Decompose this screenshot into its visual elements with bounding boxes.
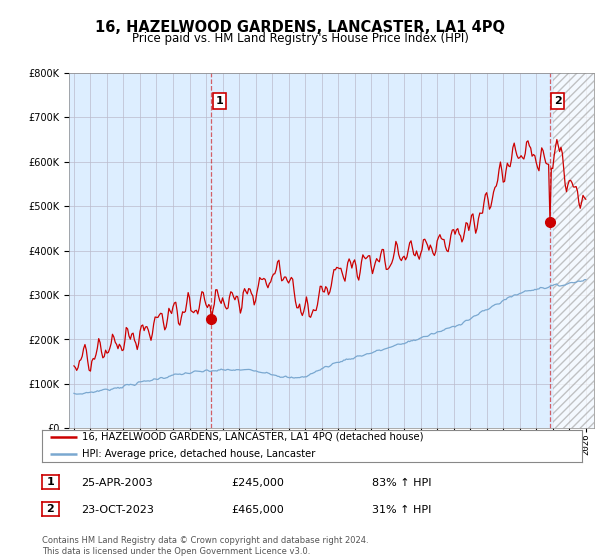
Text: 25-APR-2003: 25-APR-2003 [81, 478, 152, 488]
Text: 1: 1 [47, 478, 54, 487]
Text: HPI: Average price, detached house, Lancaster: HPI: Average price, detached house, Lanc… [83, 449, 316, 459]
Text: Price paid vs. HM Land Registry's House Price Index (HPI): Price paid vs. HM Land Registry's House … [131, 32, 469, 45]
Text: £465,000: £465,000 [231, 505, 284, 515]
Text: 83% ↑ HPI: 83% ↑ HPI [372, 478, 431, 488]
Text: 16, HAZELWOOD GARDENS, LANCASTER, LA1 4PQ (detached house): 16, HAZELWOOD GARDENS, LANCASTER, LA1 4P… [83, 432, 424, 442]
Text: £245,000: £245,000 [231, 478, 284, 488]
Text: 1: 1 [215, 96, 223, 106]
Text: 31% ↑ HPI: 31% ↑ HPI [372, 505, 431, 515]
Text: 23-OCT-2023: 23-OCT-2023 [81, 505, 154, 515]
Bar [553, 73, 594, 428]
Text: 2: 2 [47, 505, 54, 514]
Text: 16, HAZELWOOD GARDENS, LANCASTER, LA1 4PQ: 16, HAZELWOOD GARDENS, LANCASTER, LA1 4P… [95, 20, 505, 35]
Text: Contains HM Land Registry data © Crown copyright and database right 2024.
This d: Contains HM Land Registry data © Crown c… [42, 536, 368, 556]
Text: 2: 2 [554, 96, 562, 106]
